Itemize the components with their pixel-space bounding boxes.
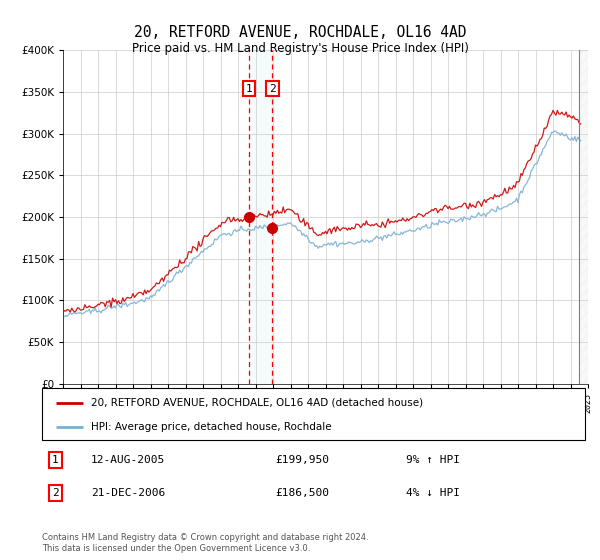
Bar (249, 50, 272, 384)
Text: 20, RETFORD AVENUE, ROCHDALE, OL16 4AD: 20, RETFORD AVENUE, ROCHDALE, OL16 4AD (134, 25, 466, 40)
FancyBboxPatch shape (42, 388, 585, 440)
Bar (579, 50, 588, 384)
Text: Price paid vs. HM Land Registry's House Price Index (HPI): Price paid vs. HM Land Registry's House … (131, 42, 469, 55)
Text: 20, RETFORD AVENUE, ROCHDALE, OL16 4AD (detached house): 20, RETFORD AVENUE, ROCHDALE, OL16 4AD (… (91, 398, 423, 408)
Text: 21-DEC-2006: 21-DEC-2006 (91, 488, 165, 498)
Text: 4% ↓ HPI: 4% ↓ HPI (406, 488, 460, 498)
Text: HPI: Average price, detached house, Rochdale: HPI: Average price, detached house, Roch… (91, 422, 331, 432)
Text: 9% ↑ HPI: 9% ↑ HPI (406, 455, 460, 465)
Text: 12-AUG-2005: 12-AUG-2005 (91, 455, 165, 465)
Text: Contains HM Land Registry data © Crown copyright and database right 2024.
This d: Contains HM Land Registry data © Crown c… (42, 533, 368, 553)
Text: £186,500: £186,500 (275, 488, 329, 498)
Text: £199,950: £199,950 (275, 455, 329, 465)
Text: 1: 1 (52, 455, 59, 465)
Text: 2: 2 (52, 488, 59, 498)
Text: 2: 2 (269, 83, 276, 94)
Text: 1: 1 (245, 83, 252, 94)
